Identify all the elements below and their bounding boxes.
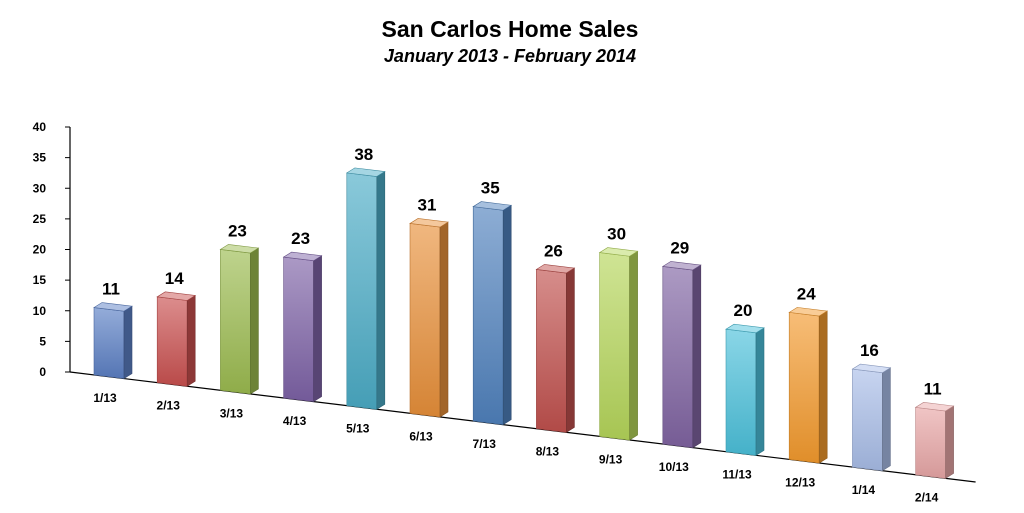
data-label: 26 [544, 241, 563, 260]
bar-side-face [566, 267, 575, 433]
chart-title: San Carlos Home Sales [382, 16, 639, 42]
x-tick-label: 9/13 [599, 452, 623, 466]
x-tick-label: 5/13 [346, 422, 370, 436]
bar-top-face [598, 247, 639, 257]
bar-front-face [472, 206, 504, 425]
y-tick-label: 20 [33, 243, 47, 257]
data-label: 30 [607, 225, 626, 244]
bar-top-face [409, 218, 449, 228]
bar-side-face [376, 170, 386, 410]
labels: 11 1/13 14 2/13 23 3/13 23 4/13 38 5/13 31 6/13 35 7/… [93, 145, 941, 505]
bar-side-face [629, 250, 638, 441]
bar-side-face [502, 204, 512, 426]
bar-top-face [219, 244, 260, 254]
bar [472, 201, 513, 426]
bar-front-face [536, 269, 567, 433]
bar [535, 264, 576, 433]
bar-top-face [535, 264, 576, 274]
data-label: 23 [291, 229, 310, 248]
bar [598, 247, 639, 441]
bar [219, 244, 260, 395]
bar-top-face [282, 251, 323, 262]
bar-side-face [123, 305, 133, 380]
bar-side-face [818, 310, 828, 464]
y-tick-label: 40 [33, 120, 47, 134]
data-label: 29 [670, 238, 689, 257]
bar-side-face [313, 255, 322, 403]
bar-side-face [882, 367, 891, 472]
bar-top-face [472, 201, 513, 211]
y-tick-label: 0 [39, 365, 46, 379]
bar-top-face [661, 261, 702, 271]
x-tick-label: 11/13 [722, 468, 752, 482]
data-label: 38 [354, 145, 373, 164]
x-tick-label: 8/13 [536, 445, 560, 459]
data-label: 11 [924, 379, 942, 398]
bar [345, 167, 386, 410]
bar-top-face [914, 402, 955, 412]
bar-front-face [409, 223, 441, 418]
bar [409, 218, 449, 418]
bar [661, 261, 702, 449]
bar-front-face [662, 266, 694, 449]
x-tick-label: 6/13 [409, 429, 433, 443]
bar [725, 323, 765, 456]
bar [851, 363, 892, 472]
bar-front-face [915, 407, 946, 479]
bar-front-face [725, 328, 757, 456]
x-tick-label: 7/13 [473, 437, 497, 451]
x-tick-label: 1/14 [852, 483, 876, 497]
x-axis-line [69, 371, 976, 483]
x-tick-label: 2/13 [157, 399, 181, 413]
y-tick-label: 35 [33, 151, 47, 165]
bar-front-face [93, 307, 125, 379]
bar-side-face [755, 327, 765, 456]
bar-side-face [250, 247, 259, 395]
data-label: 23 [228, 221, 247, 240]
bar-side-face [439, 221, 449, 418]
bar-front-face [599, 252, 630, 441]
bar-front-face [283, 256, 314, 402]
data-label: 35 [481, 179, 500, 198]
x-tick-label: 3/13 [220, 406, 244, 420]
bar-front-face [788, 312, 820, 464]
y-tick-label: 25 [33, 212, 47, 226]
bar-top-face [93, 302, 133, 312]
bar-side-face [945, 405, 954, 479]
bar-front-face [156, 296, 188, 387]
chart-subtitle: January 2013 - February 2014 [384, 46, 636, 66]
x-tick-label: 1/13 [93, 391, 117, 405]
bar [156, 291, 197, 387]
data-label: 14 [165, 269, 184, 288]
y-tick-label: 30 [33, 181, 47, 195]
bar [282, 251, 323, 403]
bar-front-face [346, 172, 378, 410]
bar [788, 307, 829, 464]
bars [93, 167, 955, 479]
data-label: 16 [860, 341, 879, 360]
bar [914, 402, 955, 479]
bar-top-face [725, 323, 765, 334]
bar-side-face [186, 294, 196, 387]
y-tick-label: 5 [39, 334, 46, 348]
data-label: 31 [418, 195, 437, 214]
x-tick-label: 4/13 [283, 414, 307, 428]
y-tick-label: 10 [33, 304, 47, 318]
bar-front-face [220, 249, 251, 395]
bar [93, 302, 133, 380]
bar-top-face [156, 291, 197, 301]
y-tick-label: 15 [33, 273, 47, 287]
data-label: 11 [102, 280, 120, 299]
x-tick-label: 10/13 [659, 460, 689, 474]
bar-front-face [852, 368, 883, 472]
x-tick-label: 12/13 [785, 475, 815, 489]
bar-side-face [692, 264, 702, 449]
bar-top-face [851, 363, 892, 374]
data-label: 20 [734, 301, 753, 320]
bar-top-face [788, 307, 829, 317]
data-label: 24 [797, 284, 816, 303]
bar-top-face [345, 167, 386, 177]
x-tick-label: 2/14 [915, 491, 939, 505]
